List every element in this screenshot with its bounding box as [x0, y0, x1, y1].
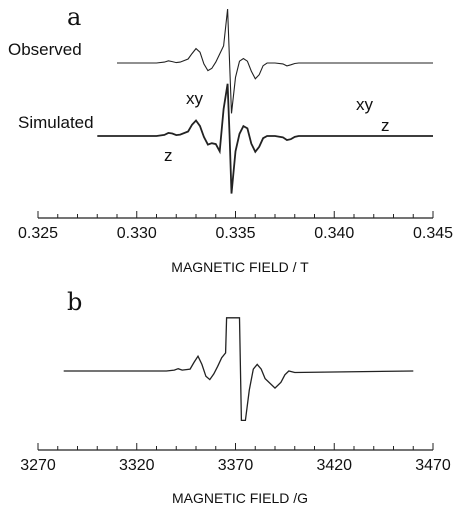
x-tick-label: 3270 [20, 457, 56, 474]
x-tick-label: 0.345 [413, 225, 453, 242]
annotation-xy-right: xy [356, 95, 374, 114]
x-tick-label: 0.325 [18, 225, 58, 242]
panel-a-letter: a [67, 3, 81, 31]
annotation-z-right: z [381, 116, 390, 135]
x-tick-label: 0.335 [215, 225, 255, 242]
annotation-xy-left: xy [186, 89, 204, 108]
x-axis-b: 3270 3320 3370 3420 3470 [20, 443, 451, 474]
spectrum-trace-b [63, 317, 414, 422]
x-tick-label: 3470 [415, 457, 451, 474]
simulated-label: Simulated [18, 113, 94, 132]
x-tick-label: 0.330 [117, 225, 157, 242]
x-tick-label: 3370 [218, 457, 254, 474]
x-tick-label: 0.340 [314, 225, 354, 242]
x-tick-label: 3420 [316, 457, 352, 474]
panel-b: b 3270 3320 3370 3420 3470 MAGNETIC FIELD /G [20, 288, 451, 506]
x-tick-label: 3320 [119, 457, 155, 474]
simulated-trace [97, 83, 433, 194]
x-axis-title-a: MAGNETIC FIELD / T [171, 259, 309, 275]
panel-b-letter: b [67, 288, 82, 316]
panel-a: a Observed Simulated z xy xy z 0.325 0.33… [8, 3, 453, 275]
x-axis-a: 0.325 0.330 0.335 0.340 0.345 [18, 211, 453, 242]
observed-label: Observed [8, 40, 82, 59]
x-axis-title-b: MAGNETIC FIELD /G [172, 490, 308, 506]
annotation-z-left: z [164, 146, 173, 165]
observed-trace [117, 8, 433, 114]
